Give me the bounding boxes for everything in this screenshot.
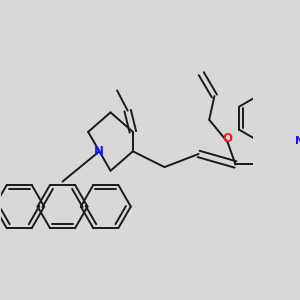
Text: O: O <box>223 132 232 145</box>
Text: N: N <box>295 136 300 146</box>
Text: N: N <box>94 145 104 158</box>
